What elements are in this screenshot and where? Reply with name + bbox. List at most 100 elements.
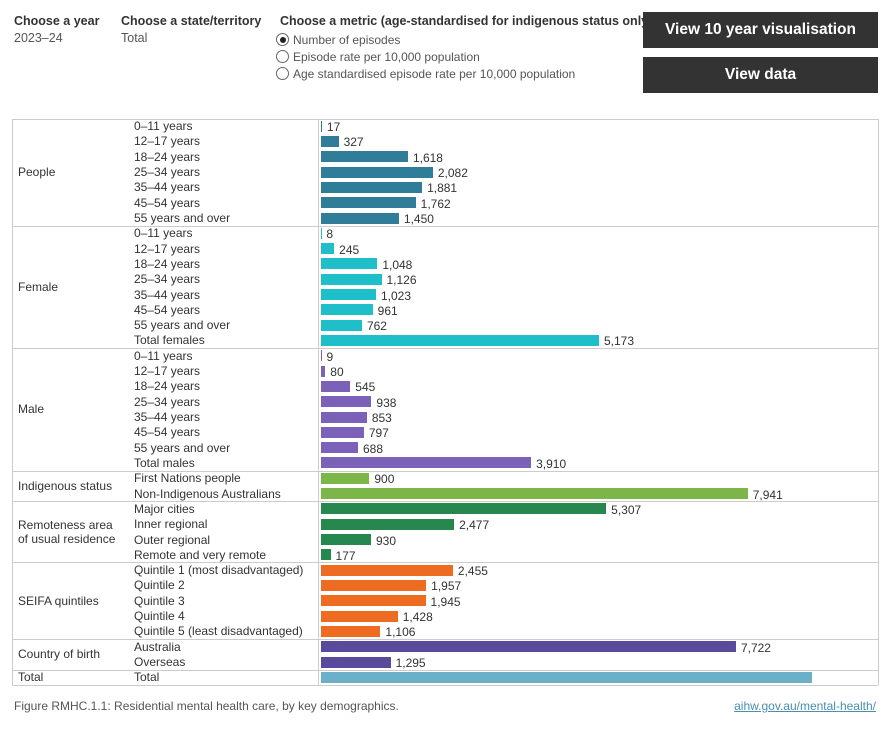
grid-line — [318, 118, 319, 685]
state-label: Choose a state/territory — [121, 14, 262, 28]
bar — [321, 641, 736, 653]
category-label: 12–17 years — [134, 134, 201, 149]
radio-button[interactable] — [276, 33, 289, 46]
bar — [321, 534, 371, 546]
bar — [321, 549, 331, 561]
grid-line — [12, 669, 878, 671]
category-label: Quintile 3 — [134, 593, 185, 608]
grid-line — [12, 118, 878, 120]
category-label: Quintile 5 (least disadvantaged) — [134, 624, 303, 639]
category-label: 25–34 years — [134, 272, 201, 287]
radio-option[interactable]: Age standardised episode rate per 10,000… — [276, 65, 575, 82]
grid-line — [878, 118, 879, 685]
button[interactable]: View 10 year visualisation — [643, 12, 878, 48]
bar — [321, 151, 408, 163]
value-label: 1,048 — [382, 257, 413, 272]
bar — [321, 579, 427, 591]
category-label: 45–54 years — [134, 195, 201, 210]
bar — [321, 120, 322, 132]
value-label: 1,957 — [431, 579, 462, 594]
value-label: 1,450 — [403, 212, 434, 226]
value-label: 5,307 — [611, 502, 642, 517]
value-label: 9 — [326, 349, 334, 364]
category-label: 55 years and over — [134, 440, 231, 455]
value-label: 1,106 — [385, 625, 416, 640]
category-label: 45–54 years — [134, 425, 201, 440]
bar — [321, 503, 607, 515]
bar — [321, 181, 423, 193]
bar — [321, 442, 358, 454]
grid-line — [12, 684, 878, 686]
bar — [321, 671, 812, 683]
value-label: 545 — [355, 380, 376, 395]
bar — [321, 380, 351, 392]
category-label: Inner regional — [134, 517, 208, 532]
button[interactable]: View data — [643, 57, 878, 93]
group-label: Country of birth — [18, 647, 101, 662]
value-label: 1,295 — [395, 656, 426, 670]
bar — [321, 426, 364, 438]
value-label: 80 — [330, 365, 344, 380]
category-label: Major cities — [134, 501, 195, 516]
group-label: SEIFA quintiles — [18, 593, 99, 608]
value-label: 900 — [374, 472, 395, 487]
radio-button[interactable] — [276, 67, 289, 80]
bar — [321, 396, 372, 408]
group-label: Total — [18, 670, 44, 685]
category-label: Non-Indigenous Australians — [134, 486, 281, 501]
category-label: Remote and very remote — [134, 547, 267, 562]
value-label: 1,023 — [380, 288, 411, 303]
radio-button[interactable] — [276, 50, 289, 63]
category-label: Total males — [134, 455, 195, 470]
state-value[interactable]: Total — [121, 31, 148, 45]
radio-option[interactable]: Number of episodes — [276, 31, 575, 48]
chart: People 0–11 years 17 12–17 years 327 18–24 ye… — [12, 118, 879, 686]
bar — [321, 212, 399, 224]
category-label: Quintile 2 — [134, 578, 185, 593]
group-label: Male — [18, 402, 45, 417]
category-label: Quintile 1 (most disadvantaged) — [134, 563, 304, 578]
bar — [321, 625, 381, 637]
metric-label: Choose a metric (age-standardised for in… — [280, 14, 653, 28]
category-label: 35–44 years — [134, 410, 201, 425]
grid-line — [12, 348, 878, 350]
value-label: 8 — [326, 227, 334, 242]
bar — [321, 166, 433, 178]
bar — [321, 595, 426, 607]
grid-line — [12, 562, 878, 564]
value-label: 7,941 — [752, 487, 783, 502]
value-label: 853 — [371, 411, 392, 426]
value-label: 1,881 — [427, 181, 458, 196]
value-label: 961 — [377, 303, 398, 318]
bar — [321, 610, 398, 622]
bar — [321, 334, 599, 346]
value-label: 2,455 — [457, 564, 488, 579]
group-label: Female — [18, 279, 59, 294]
bar — [321, 304, 373, 316]
bar — [321, 258, 378, 270]
bar — [321, 243, 335, 255]
bar — [321, 488, 748, 500]
grid-line — [12, 225, 878, 227]
category-label: 18–24 years — [134, 256, 201, 271]
value-label: 762 — [366, 319, 387, 334]
bar — [321, 197, 416, 209]
value-label: 688 — [362, 441, 383, 456]
bar — [321, 365, 326, 377]
category-label: 55 years and over — [134, 318, 231, 333]
value-label: 930 — [375, 533, 396, 548]
bar — [321, 273, 382, 285]
link[interactable]: aihw.gov.au/mental-health/ — [734, 699, 876, 713]
category-label: Total females — [134, 333, 205, 348]
value-label: 327 — [343, 135, 364, 150]
bar — [321, 472, 370, 484]
radio-option[interactable]: Episode rate per 10,000 population — [276, 48, 575, 65]
category-label: 45–54 years — [134, 302, 201, 317]
year-value[interactable]: 2023–24 — [14, 31, 63, 45]
radio-label: Age standardised episode rate per 10,000… — [293, 66, 576, 81]
category-label: 35–44 years — [134, 180, 201, 195]
radio-label: Episode rate per 10,000 population — [293, 49, 480, 64]
group-label: People — [18, 165, 56, 180]
value-label: 2,477 — [459, 518, 490, 533]
